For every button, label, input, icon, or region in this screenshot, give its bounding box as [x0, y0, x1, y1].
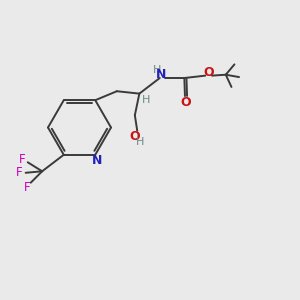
Text: O: O — [130, 130, 140, 143]
Text: H: H — [153, 64, 161, 75]
Text: F: F — [24, 181, 31, 194]
Text: H: H — [142, 95, 150, 105]
Text: N: N — [156, 68, 166, 81]
Text: O: O — [204, 66, 214, 79]
Text: H: H — [136, 137, 144, 147]
Text: F: F — [16, 166, 23, 179]
Text: F: F — [19, 153, 26, 166]
Text: N: N — [92, 154, 102, 167]
Text: O: O — [180, 96, 191, 109]
